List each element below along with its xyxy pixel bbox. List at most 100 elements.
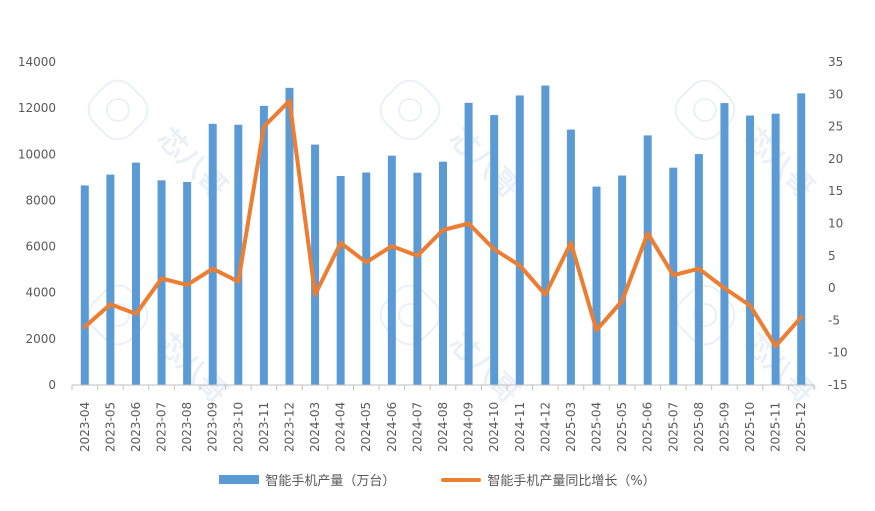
watermark-logo-icon — [398, 98, 422, 122]
bar — [336, 175, 345, 385]
x-tick-label: 2025-04 — [590, 402, 604, 452]
watermark-text: 芯八哥 — [443, 327, 526, 410]
watermark-logo-icon — [87, 79, 149, 141]
bar — [720, 103, 729, 386]
bar-series — [80, 85, 806, 386]
y-right-tick-label: 35 — [828, 55, 843, 69]
y-right-tick-label: 0 — [828, 281, 836, 295]
y-right-tick-label: -5 — [828, 313, 840, 327]
watermark-logo-icon — [693, 98, 717, 122]
bar — [362, 172, 371, 385]
y-right-tick-label: 15 — [828, 184, 843, 198]
x-tick-label: 2025-05 — [615, 402, 629, 452]
bar — [592, 186, 601, 385]
watermark-text: 芯八哥 — [443, 122, 526, 205]
x-tick-label: 2023-04 — [78, 402, 92, 452]
legend-item-line: 智能手机产量同比增长（%） — [441, 470, 656, 489]
axes: 0 2000 4000 6000 8000 10000 12000 14000 -15 -10 -5… — [18, 55, 848, 452]
x-tick-label: 2023-09 — [206, 402, 220, 452]
bar — [439, 161, 447, 385]
y-left-tick-label: 12000 — [18, 101, 56, 115]
y-right-tick-label: 5 — [828, 249, 836, 263]
x-tick-label: 2023-08 — [180, 402, 194, 452]
bar — [515, 95, 524, 385]
bar — [771, 113, 780, 386]
watermark-logo-icon — [693, 303, 717, 327]
watermark: 芯八哥 — [379, 284, 526, 410]
bar — [208, 123, 217, 386]
y-right-tick-label: 20 — [828, 152, 843, 166]
y-left-tick-label: 0 — [48, 378, 56, 392]
bar — [643, 135, 652, 385]
watermark-logo-icon — [674, 284, 736, 346]
bar — [413, 172, 422, 385]
x-tick-label: 2025-03 — [564, 402, 578, 452]
x-tick-label: 2023-06 — [129, 402, 143, 452]
watermark-logo-icon — [106, 98, 130, 122]
y-right-tick-label: -15 — [828, 378, 848, 392]
x-tick-label: 2024-09 — [462, 402, 476, 452]
x-tick-label: 2023-10 — [231, 402, 245, 452]
x-tick-label: 2024-08 — [436, 402, 450, 452]
bar — [618, 175, 627, 385]
y-left-tick-label: 4000 — [25, 286, 56, 300]
x-tick-label: 2023-11 — [257, 402, 271, 452]
bar — [259, 105, 268, 385]
x-tick-label: 2024-07 — [410, 402, 424, 452]
x-tick-label: 2024-03 — [308, 402, 322, 452]
legend: 智能手机产量（万台） 智能手机产量同比增长（%） — [0, 470, 875, 489]
bar — [131, 162, 140, 385]
x-tick-label: 2024-05 — [359, 402, 373, 452]
bar — [746, 115, 755, 386]
x-tick-label: 2024-06 — [385, 402, 399, 452]
y-left-tick-label: 14000 — [18, 55, 56, 69]
bar — [566, 129, 575, 385]
bar — [234, 124, 243, 386]
legend-bar-swatch — [219, 475, 260, 484]
bar — [106, 174, 115, 385]
bar — [797, 93, 806, 386]
legend-bar-label: 智能手机产量（万台） — [265, 474, 396, 489]
line-series — [82, 98, 804, 349]
watermark-layer: 芯八哥芯八哥芯八哥芯八哥芯八哥芯八哥 — [87, 79, 821, 410]
x-tick-label: 2025-08 — [692, 402, 706, 452]
x-tick-label: 2024-12 — [538, 402, 552, 452]
combo-chart: 芯八哥芯八哥芯八哥芯八哥芯八哥芯八哥 020004000600080001000… — [18, 55, 848, 452]
legend-item-bar: 智能手机产量（万台） — [219, 470, 395, 489]
legend-line-swatch — [441, 477, 482, 482]
watermark-logo-icon — [379, 284, 441, 346]
bar — [80, 185, 89, 385]
y-left-tick-label: 8000 — [25, 193, 56, 207]
bar — [311, 144, 320, 385]
y-right-tick-label: 25 — [828, 120, 843, 134]
x-tick-label: 2023-07 — [155, 402, 169, 452]
y-left-tick-label: 10000 — [18, 147, 56, 161]
x-tick-label: 2025-12 — [794, 402, 808, 452]
x-tick-label: 2025-06 — [641, 402, 655, 452]
watermark-logo-icon — [87, 284, 149, 346]
x-tick-label: 2023-05 — [103, 402, 117, 452]
bar — [464, 102, 473, 385]
x-tick-label: 2025-09 — [717, 402, 731, 452]
y-right-tick-label: 30 — [828, 87, 843, 101]
bar — [285, 87, 294, 385]
y-right-tick-label: -10 — [828, 346, 848, 360]
x-tick-label: 2024-11 — [513, 402, 527, 452]
y-right-tick-label: 10 — [828, 217, 843, 231]
x-tick-label: 2025-07 — [666, 402, 680, 452]
y-left-tick-label: 2000 — [25, 332, 56, 346]
bar — [387, 155, 396, 385]
legend-line-label: 智能手机产量同比增长（%） — [487, 474, 656, 489]
bar — [157, 180, 166, 385]
y-left-tick-label: 6000 — [25, 240, 56, 254]
watermark-logo-icon — [379, 79, 441, 141]
x-tick-label: 2025-11 — [769, 402, 783, 452]
watermark-logo-icon — [674, 79, 736, 141]
x-tick-label: 2024-10 — [487, 402, 501, 452]
bar — [541, 85, 550, 385]
x-tick-label: 2023-12 — [282, 402, 296, 452]
x-tick-label: 2025-10 — [743, 402, 757, 452]
x-tick-label: 2024-04 — [334, 402, 348, 452]
watermark: 芯八哥 — [379, 79, 526, 205]
